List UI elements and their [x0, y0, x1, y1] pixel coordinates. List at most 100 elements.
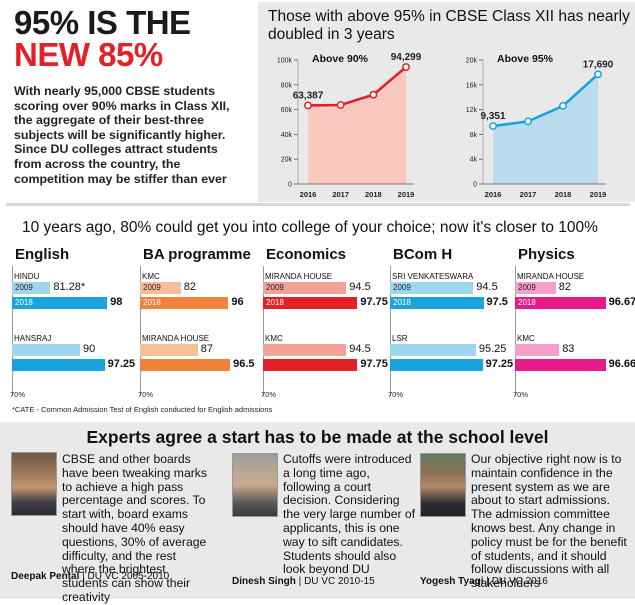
data-point — [524, 117, 532, 126]
footnote: *CATE - Common Admission Test of English… — [12, 405, 273, 414]
value-2018: 96.5 — [233, 358, 255, 370]
college-name: MIRANDA HOUSE — [142, 334, 210, 343]
experts-panel — [0, 422, 635, 599]
year-label-2009: 2009 — [143, 283, 161, 292]
y-tick-label: 16k — [466, 82, 478, 89]
data-label: 63,387 — [293, 90, 324, 101]
bar-axis — [263, 266, 264, 396]
y-tick-label: 20k — [281, 157, 293, 164]
column-heading: BA programme — [143, 246, 251, 263]
value-2009: 90 — [83, 343, 96, 355]
bar-2009 — [390, 282, 474, 294]
series-area — [493, 74, 598, 184]
college-name: KMC — [142, 272, 160, 281]
college-name: HANSRAJ — [14, 334, 52, 343]
author-name-2: Dinesh Singh — [232, 576, 296, 587]
year-label-2018: 2018 — [518, 298, 536, 307]
x-tick-label: 2018 — [555, 190, 572, 199]
y-tick-label: 4k — [470, 157, 478, 164]
x-tick-label: 2018 — [365, 190, 382, 199]
x-tick-label: 2016 — [485, 190, 502, 199]
quote-author-2: Dinesh Singh | DU VC 2010-15 — [232, 576, 375, 587]
y-tick-label: 60k — [281, 107, 293, 114]
bar-2018 — [515, 297, 606, 309]
column-heading: BCom H — [393, 246, 453, 263]
x-tick-label: 2017 — [332, 190, 349, 199]
series-area — [308, 67, 406, 184]
bar-axis — [140, 266, 141, 396]
mid-title: 10 years ago, 80% could get you into col… — [22, 219, 598, 236]
column-heading: Physics — [518, 246, 575, 263]
value-2018: 97.25 — [107, 358, 136, 370]
value-2018: 97.75 — [360, 358, 388, 370]
data-label: 94,299 — [391, 52, 422, 63]
quote-text-3: Our objective right now is to maintain c… — [471, 452, 627, 591]
author-role-3: DU VC 2016 — [491, 576, 548, 587]
bar-axis — [515, 266, 516, 396]
value-2009: 94.5 — [349, 281, 371, 293]
top-panel-title: Those with above 95% in CBSE Class XII h… — [268, 8, 630, 43]
photo-dinesh-singh — [232, 453, 278, 517]
bar-2009 — [12, 282, 51, 294]
author-role-1: DU VC 2005-2010 — [87, 571, 170, 582]
year-label-2009: 2009 — [518, 283, 536, 292]
value-2009: 82 — [183, 281, 197, 293]
value-2018: 96.67 — [608, 296, 635, 308]
college-name: MIRANDA HOUSE — [265, 272, 333, 281]
bar-2018 — [140, 359, 231, 371]
chart-title: Above 95% — [497, 53, 554, 65]
value-2018: 96 — [231, 296, 244, 308]
y-tick-label: 0 — [288, 182, 292, 189]
value-2009: 94.5 — [349, 343, 371, 355]
bar-2018 — [12, 359, 105, 371]
value-2018: 96.66 — [608, 358, 635, 370]
x-tick-label: 2016 — [300, 190, 317, 199]
value-2018: 97.25 — [485, 358, 514, 370]
college-name: HINDU — [14, 272, 40, 281]
axis-label: 70% — [513, 390, 529, 399]
y-tick-label: 0 — [473, 182, 477, 189]
headline-line1: 95% IS THE — [14, 4, 191, 41]
axis-label: 70% — [388, 390, 404, 399]
year-label-2018: 2018 — [143, 298, 161, 307]
quote-author-3: Yogesh Tyagi | DU VC 2016 — [420, 576, 548, 587]
axis-label: 70% — [138, 390, 154, 399]
value-2009: 95.25 — [478, 343, 507, 355]
divider — [6, 203, 630, 206]
y-tick-label: 40k — [281, 132, 293, 139]
chart-title: Above 90% — [312, 53, 369, 65]
bar-2018 — [12, 297, 108, 309]
value-2009: 82 — [558, 281, 572, 293]
area-charts: 100k 80k 60k 40k 20k 0 2016 2017 2018 2019 Above 9… — [277, 52, 614, 199]
x-tick-label: 2017 — [520, 190, 537, 199]
bar-2018 — [390, 359, 483, 371]
value-2018: 98 — [110, 296, 123, 308]
bar-2018 — [263, 297, 358, 309]
bar-2009 — [263, 282, 347, 294]
year-label-2009: 2009 — [266, 283, 284, 292]
cutoff-bar-charts: English 70% HINDU 2009 81.28* 2018 98 HANSRAJ 90… — [0, 240, 635, 405]
bar-2009 — [390, 344, 476, 356]
experts-title: Experts agree a start has to be made at … — [86, 427, 549, 447]
college-name: KMC — [517, 334, 535, 343]
bar-2018 — [263, 359, 358, 371]
year-label-2009: 2009 — [15, 283, 33, 292]
author-role-2: DU VC 2010-15 — [304, 576, 375, 587]
data-point — [336, 101, 345, 109]
value-2009: 87 — [200, 343, 214, 355]
data-point — [369, 90, 378, 99]
series-line — [492, 73, 599, 128]
headline-line2: NEW 85% — [14, 36, 163, 73]
data-point — [559, 101, 567, 110]
data-point — [489, 122, 497, 130]
data-label: 9,351 — [480, 111, 505, 122]
bar-2009 — [140, 344, 198, 356]
value-2009: 83 — [562, 343, 575, 355]
data-point — [304, 101, 312, 110]
year-label-2009: 2009 — [393, 283, 411, 292]
bar-2018 — [390, 297, 484, 309]
bar-2009 — [515, 282, 556, 294]
data-point — [594, 70, 602, 79]
bar-2009 — [140, 282, 181, 294]
year-label-2018: 2018 — [393, 298, 411, 307]
